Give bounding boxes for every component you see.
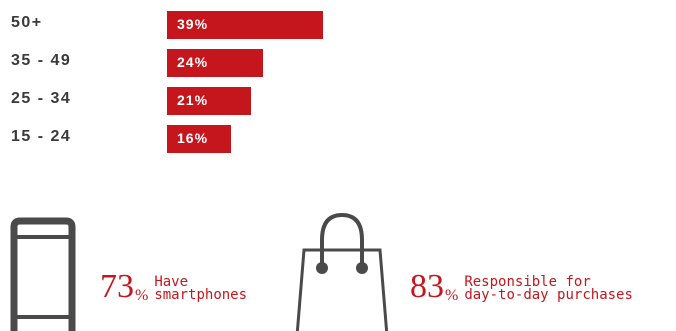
bar: 16% [167,125,231,153]
bar-value-label: 39% [177,16,209,32]
bar-value-label: 24% [177,54,209,70]
category-label: 15 - 24 [11,128,72,145]
bar-row: 35 - 49 24% [0,49,676,77]
stat-value: 83 [410,268,444,305]
stat-smartphones: 73% Have smartphones [100,270,247,305]
stat-purchases: 83% Responsible for day-to-day purchases [410,270,633,305]
bar-value-label: 21% [177,92,209,108]
category-label: 35 - 49 [11,52,72,69]
bar: 21% [167,87,251,115]
bar-value-label: 16% [177,130,209,146]
category-label: 50+ [11,14,43,31]
stat-description: Responsible for day-to-day purchases [464,274,633,303]
stat-description: Have smartphones [154,274,248,303]
bar-row: 15 - 24 16% [0,125,676,153]
bar: 24% [167,49,263,77]
category-label: 25 - 34 [11,90,72,107]
bar-row: 25 - 34 21% [0,87,676,115]
bar: 39% [167,11,323,39]
bar-row: 50+ 39% [0,11,676,39]
stat-line: Responsible for [464,274,591,290]
shopping-bag-icon [295,212,389,331]
stat-percent-sign: % [445,287,459,304]
stat-line: Have [154,274,189,290]
stat-value: 73 [100,268,134,305]
stat-line: smartphones [154,287,248,303]
smartphone-icon [10,217,76,331]
stat-percent-sign: % [135,287,149,304]
stat-line: day-to-day purchases [464,287,633,303]
